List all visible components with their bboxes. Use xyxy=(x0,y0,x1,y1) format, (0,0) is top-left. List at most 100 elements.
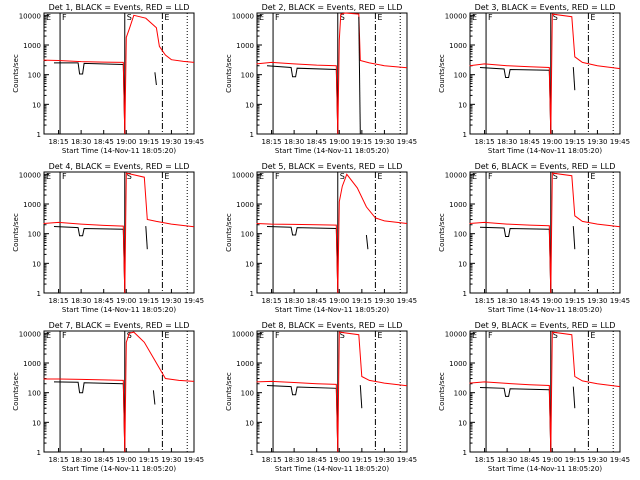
marker-label: E xyxy=(472,13,477,22)
marker-label: E xyxy=(46,331,51,340)
chart-title: Det 9, BLACK = Events, RED = LLD xyxy=(475,321,616,330)
y-tick-label: 100 xyxy=(454,231,467,239)
marker-label: E xyxy=(259,13,264,22)
x-tick-label: 18:45 xyxy=(307,138,327,146)
y-tick-label: 1000 xyxy=(23,42,41,50)
y-axis-label: Counts/sec xyxy=(438,54,446,93)
y-tick-label: 10000 xyxy=(445,330,467,338)
x-tick-label: 19:30 xyxy=(161,456,181,464)
y-tick-label: 1 xyxy=(37,290,41,298)
marker-label: S xyxy=(340,13,345,22)
plot-frame xyxy=(43,171,195,294)
y-tick-label: 10 xyxy=(245,260,254,268)
y-tick-label: 1000 xyxy=(23,360,41,368)
x-tick-label: 19:45 xyxy=(610,138,630,146)
x-tick-label: 18:30 xyxy=(497,297,517,305)
series-line-events xyxy=(359,385,363,409)
chart-title: Det 4, BLACK = Events, RED = LLD xyxy=(49,162,190,171)
chart-title: Det 5, BLACK = Events, RED = LLD xyxy=(262,162,403,171)
marker-label: S xyxy=(127,172,132,181)
marker-label: F xyxy=(275,13,280,22)
plot-frame xyxy=(256,12,408,135)
x-axis-label: Start Time (14-Nov-11 18:05:20) xyxy=(62,465,176,473)
marker-label: S xyxy=(340,331,345,340)
y-tick-label: 10000 xyxy=(232,330,254,338)
x-tick-label: 18:15 xyxy=(261,456,281,464)
x-tick-label: 19:15 xyxy=(139,297,159,305)
x-tick-label: 19:15 xyxy=(565,297,585,305)
y-axis-label: Counts/sec xyxy=(12,372,20,411)
x-axis-label: Start Time (14-Nov-11 18:05:20) xyxy=(488,147,602,155)
series-line-lld xyxy=(469,172,621,294)
panel-det-4: 1 10 100 1000 10000 18:15 18:30 18:45 19:00 19:15… xyxy=(12,162,204,314)
y-tick-label: 100 xyxy=(454,390,467,398)
y-tick-label: 10 xyxy=(32,419,41,427)
y-axis-label: Counts/sec xyxy=(438,372,446,411)
y-tick-label: 100 xyxy=(454,72,467,80)
x-axis-label: Start Time (14-Nov-11 18:05:20) xyxy=(275,147,389,155)
series-line-lld xyxy=(43,14,195,135)
marker-label: F xyxy=(488,13,493,22)
x-tick-label: 18:15 xyxy=(261,138,281,146)
plot-frame xyxy=(43,330,195,453)
panel-det-1: 1 10 100 1000 10000 18:15 18:30 18:45 19:00 19:15… xyxy=(12,3,204,155)
y-tick-label: 1 xyxy=(37,449,41,457)
x-tick-label: 19:45 xyxy=(184,297,204,305)
y-tick-label: 1000 xyxy=(23,201,41,209)
x-tick-label: 19:00 xyxy=(542,138,562,146)
chart-title: Det 1, BLACK = Events, RED = LLD xyxy=(49,3,190,12)
marker-label: E xyxy=(377,172,382,181)
x-tick-label: 18:30 xyxy=(71,138,91,146)
x-tick-label: 19:45 xyxy=(184,138,204,146)
x-tick-label: 18:45 xyxy=(307,297,327,305)
marker-label: F xyxy=(62,13,67,22)
chart-title: Det 8, BLACK = Events, RED = LLD xyxy=(262,321,403,330)
y-tick-label: 10000 xyxy=(232,171,254,179)
x-tick-label: 18:45 xyxy=(94,456,114,464)
x-axis-label: Start Time (14-Nov-11 18:05:20) xyxy=(62,147,176,155)
marker-label: F xyxy=(488,331,493,340)
panel-det-8: 1 10 100 1000 10000 18:15 18:30 18:45 19:00 19:15… xyxy=(225,321,417,473)
y-tick-label: 10 xyxy=(458,101,467,109)
panel-det-2: 1 10 100 1000 10000 18:15 18:30 18:45 19:00 19:15… xyxy=(225,3,417,155)
marker-label: E xyxy=(590,331,595,340)
series-line-lld xyxy=(43,172,195,294)
y-tick-label: 1 xyxy=(250,290,254,298)
plot-frame xyxy=(256,171,408,294)
x-tick-label: 18:45 xyxy=(520,297,540,305)
marker-label: F xyxy=(62,331,67,340)
y-tick-label: 1 xyxy=(37,131,41,139)
series-line-events xyxy=(572,67,576,91)
plot-frame xyxy=(469,12,621,135)
series-line-events xyxy=(152,390,156,405)
y-tick-label: 1000 xyxy=(449,201,467,209)
y-tick-label: 100 xyxy=(28,390,41,398)
x-axis-label: Start Time (14-Nov-11 18:05:20) xyxy=(275,306,389,314)
y-tick-label: 100 xyxy=(28,231,41,239)
x-tick-label: 18:45 xyxy=(307,456,327,464)
x-tick-label: 19:00 xyxy=(542,297,562,305)
y-tick-label: 100 xyxy=(241,390,254,398)
y-tick-label: 1000 xyxy=(449,42,467,50)
series-line-lld xyxy=(256,331,408,453)
y-axis-label: Counts/sec xyxy=(12,54,20,93)
y-tick-label: 10 xyxy=(245,419,254,427)
series-line-events xyxy=(358,16,361,135)
marker-label: E xyxy=(472,331,477,340)
series-line-events xyxy=(53,381,126,453)
x-tick-label: 18:15 xyxy=(48,297,68,305)
x-tick-label: 18:15 xyxy=(261,297,281,305)
y-tick-label: 10 xyxy=(245,101,254,109)
marker-label: E xyxy=(590,172,595,181)
x-axis-label: Start Time (14-Nov-11 18:05:20) xyxy=(488,465,602,473)
y-tick-label: 10000 xyxy=(19,330,41,338)
marker-label: E xyxy=(46,13,51,22)
x-tick-label: 19:00 xyxy=(542,456,562,464)
x-tick-label: 19:45 xyxy=(184,456,204,464)
marker-label: E xyxy=(472,172,477,181)
chart-title: Det 6, BLACK = Events, RED = LLD xyxy=(475,162,616,171)
marker-label: E xyxy=(377,331,382,340)
y-tick-label: 10000 xyxy=(232,12,254,20)
x-tick-label: 19:15 xyxy=(352,138,372,146)
